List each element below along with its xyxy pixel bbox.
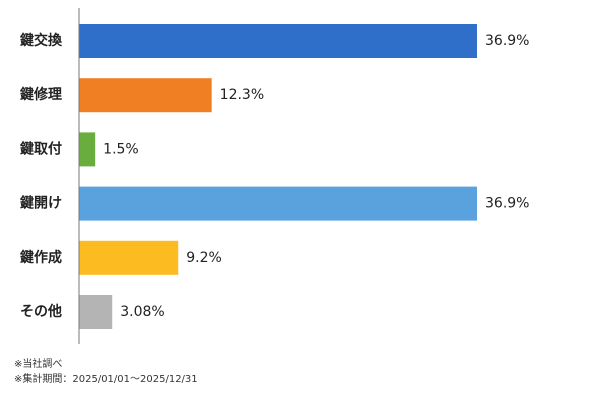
value-label: 1.5%	[103, 141, 139, 157]
category-label: 鍵交換	[20, 32, 63, 49]
bar	[79, 186, 477, 221]
value-label: 36.9%	[485, 196, 529, 212]
bar	[79, 132, 96, 167]
category-label: その他	[20, 303, 62, 320]
bars-layer: 鍵交換 36.9% 鍵修理 12.3% 鍵取付 1.5% 鍵開け 36.9% 鍵作成 9.2% その…	[20, 24, 529, 329]
category-label: 鍵修理	[20, 86, 62, 103]
source-note: ※当社調べ	[14, 359, 63, 370]
value-label: 36.9%	[485, 33, 529, 49]
footnotes: ※当社調べ ※集計期間：2025/01/01～2025/12/31	[14, 357, 198, 387]
value-label: 3.08%	[120, 304, 164, 320]
category-label: 鍵作成	[20, 249, 62, 266]
bar	[79, 295, 113, 329]
bar	[79, 240, 179, 275]
value-label: 12.3%	[220, 87, 264, 103]
category-label: 鍵取付	[20, 140, 62, 157]
period-note: ※集計期間：2025/01/01～2025/12/31	[14, 374, 198, 385]
category-label: 鍵開け	[20, 195, 62, 212]
value-label: 9.2%	[186, 250, 222, 266]
bar	[79, 78, 212, 113]
bar	[79, 24, 477, 58]
